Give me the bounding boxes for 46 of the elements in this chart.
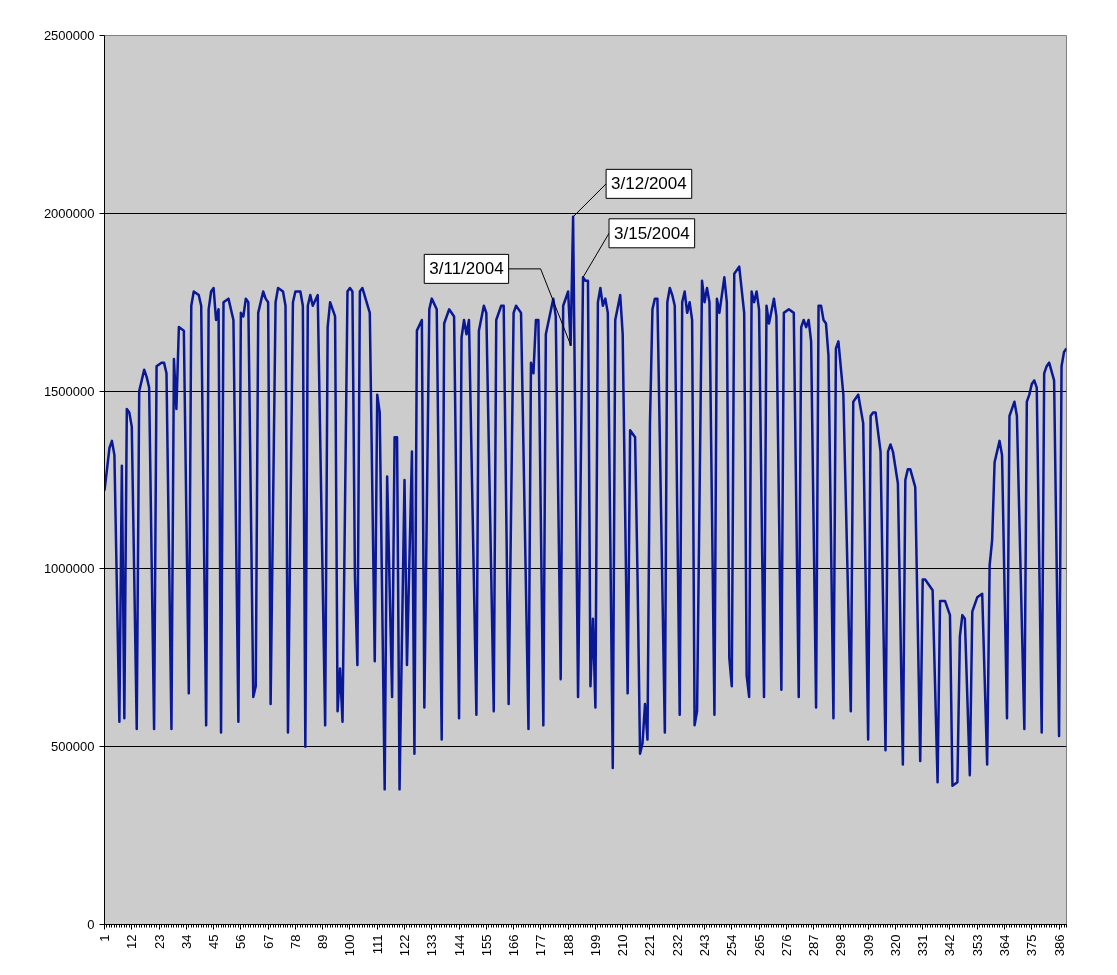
x-tick-label: 353 [969, 934, 985, 957]
x-tick-label: 1 [97, 934, 112, 942]
y-tick-label: 2500000 [43, 28, 95, 43]
y-tick-label: 0 [87, 917, 95, 932]
x-tick-label: 34 [178, 934, 194, 949]
y-tick-label: 1500000 [43, 383, 95, 399]
x-tick-label: 89 [315, 934, 331, 949]
x-tick-label: 243 [697, 934, 713, 957]
x-tick-label: 166 [506, 934, 522, 957]
x-tick-label: 12 [124, 934, 140, 949]
x-tick-label: 155 [478, 934, 494, 957]
x-tick-label: 100 [342, 934, 358, 957]
x-tick-label: 221 [642, 934, 658, 957]
x-tick-label: 232 [669, 934, 685, 957]
x-tick-label: 298 [833, 934, 849, 957]
annotation: 3/12/2004 [611, 174, 687, 194]
x-tick-label: 23 [151, 934, 167, 949]
x-tick-label: 265 [751, 934, 767, 957]
x-tick-label: 199 [587, 934, 603, 957]
y-tick-label: 2000000 [43, 205, 95, 221]
x-tick-label: 188 [560, 934, 576, 957]
x-tick-label: 287 [806, 934, 822, 957]
y-tick-label: 1000000 [43, 561, 95, 577]
x-tick-label: 144 [451, 934, 467, 957]
x-tick-label: 364 [997, 934, 1013, 957]
x-tick-label: 375 [1024, 934, 1040, 957]
y-tick-label: 500000 [51, 739, 95, 755]
x-tick-label: 320 [887, 934, 903, 957]
x-tick-label: 111 [369, 934, 385, 955]
x-tick-label: 177 [533, 934, 549, 957]
x-tick-label: 67 [260, 934, 276, 949]
annotation: 3/11/2004 [429, 259, 504, 279]
x-tick-label: 331 [915, 934, 931, 957]
x-tick-label: 133 [424, 934, 440, 957]
annotation: 3/15/2004 [614, 223, 690, 243]
x-tick-label: 122 [397, 934, 413, 957]
x-tick-label: 342 [942, 934, 958, 957]
x-tick-label: 56 [233, 934, 249, 949]
x-tick-label: 254 [724, 934, 740, 957]
x-tick-label: 276 [778, 934, 794, 957]
x-tick-label: 309 [860, 934, 876, 957]
x-tick-label: 386 [1051, 934, 1067, 957]
x-tick-label: 210 [615, 934, 631, 957]
line-series [104, 215, 1067, 791]
x-tick-label: 45 [206, 934, 222, 949]
x-tick-label: 78 [287, 934, 303, 949]
